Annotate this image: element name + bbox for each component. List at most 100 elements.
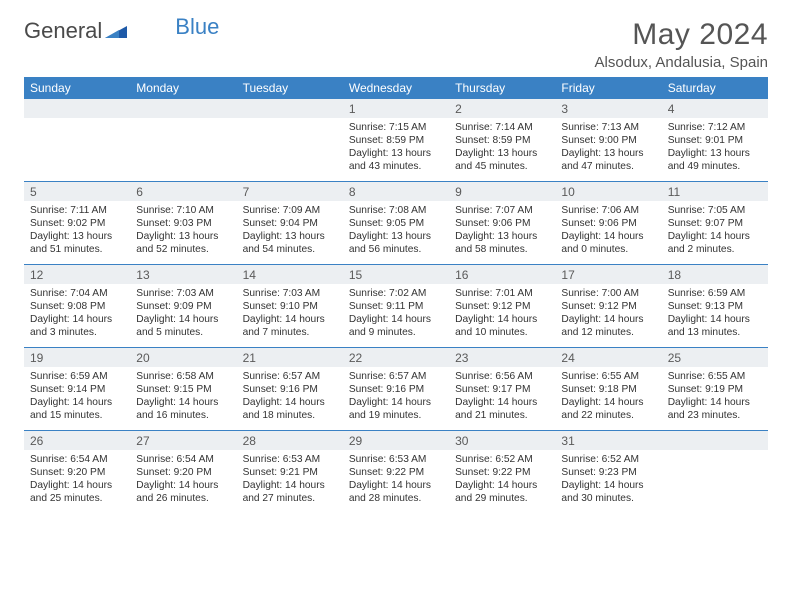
sunset-text: Sunset: 9:06 PM bbox=[561, 217, 655, 230]
day-number: 25 bbox=[668, 351, 762, 365]
day-cell: 27 Sunrise: 6:54 AMSunset: 9:20 PMDayligh… bbox=[130, 431, 236, 513]
day-info: Sunrise: 6:57 AMSunset: 9:16 PMDaylight:… bbox=[237, 370, 343, 422]
day-info: Sunrise: 7:01 AMSunset: 9:12 PMDaylight:… bbox=[449, 287, 555, 339]
week-row: 26Sunrise: 6:54 AMSunset: 9:20 PMDayligh… bbox=[24, 431, 768, 513]
daynum-wrap: 24 bbox=[555, 348, 661, 367]
logo-text-2: Blue bbox=[175, 14, 219, 40]
day-info: Sunrise: 7:11 AMSunset: 9:02 PMDaylight:… bbox=[24, 204, 130, 256]
day-info: Sunrise: 7:03 AMSunset: 9:10 PMDaylight:… bbox=[237, 287, 343, 339]
daynum-wrap: 6 bbox=[130, 182, 236, 201]
daynum-wrap: . bbox=[24, 99, 130, 118]
daynum-wrap: 9 bbox=[449, 182, 555, 201]
day-number: 24 bbox=[561, 351, 655, 365]
day-info: Sunrise: 6:54 AMSunset: 9:20 PMDaylight:… bbox=[24, 453, 130, 505]
sunset-text: Sunset: 9:07 PM bbox=[668, 217, 762, 230]
day-info: Sunrise: 7:12 AMSunset: 9:01 PMDaylight:… bbox=[662, 121, 768, 173]
daynum-wrap: 21 bbox=[237, 348, 343, 367]
sunset-text: Sunset: 9:06 PM bbox=[455, 217, 549, 230]
sunset-text: Sunset: 9:13 PM bbox=[668, 300, 762, 313]
sunrise-text: Sunrise: 7:00 AM bbox=[561, 287, 655, 300]
day-info: Sunrise: 6:55 AMSunset: 9:19 PMDaylight:… bbox=[662, 370, 768, 422]
day-cell: 18Sunrise: 6:59 AMSunset: 9:13 PMDayligh… bbox=[662, 265, 768, 347]
day-info: Sunrise: 6:52 AMSunset: 9:22 PMDaylight:… bbox=[449, 453, 555, 505]
daylight-text: Daylight: 13 hours and 52 minutes. bbox=[136, 230, 230, 256]
day-number: 11 bbox=[668, 185, 762, 199]
sunset-text: Sunset: 9:20 PM bbox=[30, 466, 124, 479]
day-header: Friday bbox=[555, 77, 661, 99]
daylight-text: Daylight: 14 hours and 5 minutes. bbox=[136, 313, 230, 339]
sunrise-text: Sunrise: 6:55 AM bbox=[668, 370, 762, 383]
sunset-text: Sunset: 8:59 PM bbox=[455, 134, 549, 147]
daylight-text: Daylight: 13 hours and 58 minutes. bbox=[455, 230, 549, 256]
sunrise-text: Sunrise: 7:02 AM bbox=[349, 287, 443, 300]
daylight-text: Daylight: 14 hours and 2 minutes. bbox=[668, 230, 762, 256]
day-info: Sunrise: 6:55 AMSunset: 9:18 PMDaylight:… bbox=[555, 370, 661, 422]
sunrise-text: Sunrise: 6:57 AM bbox=[349, 370, 443, 383]
day-header: Tuesday bbox=[237, 77, 343, 99]
daynum-wrap: 2 bbox=[449, 99, 555, 118]
daynum-wrap: 13 bbox=[130, 265, 236, 284]
logo-text-1: General bbox=[24, 18, 102, 44]
sunset-text: Sunset: 9:19 PM bbox=[668, 383, 762, 396]
sunrise-text: Sunrise: 7:05 AM bbox=[668, 204, 762, 217]
sunrise-text: Sunrise: 6:55 AM bbox=[561, 370, 655, 383]
sunset-text: Sunset: 9:08 PM bbox=[30, 300, 124, 313]
day-cell: 20Sunrise: 6:58 AMSunset: 9:15 PMDayligh… bbox=[130, 348, 236, 430]
daynum-wrap: 10 bbox=[555, 182, 661, 201]
logo-icon bbox=[105, 18, 127, 44]
daynum-wrap: 8 bbox=[343, 182, 449, 201]
sunrise-text: Sunrise: 6:54 AM bbox=[30, 453, 124, 466]
day-info: Sunrise: 7:03 AMSunset: 9:09 PMDaylight:… bbox=[130, 287, 236, 339]
sunrise-text: Sunrise: 7:04 AM bbox=[30, 287, 124, 300]
day-info: Sunrise: 6:58 AMSunset: 9:15 PMDaylight:… bbox=[130, 370, 236, 422]
sunrise-text: Sunrise: 6:59 AM bbox=[30, 370, 124, 383]
day-header: Saturday bbox=[662, 77, 768, 99]
day-number: 30 bbox=[455, 434, 549, 448]
day-info: Sunrise: 6:54 AMSunset: 9:20 PMDaylight:… bbox=[130, 453, 236, 505]
day-info: Sunrise: 7:06 AMSunset: 9:06 PMDaylight:… bbox=[555, 204, 661, 256]
sunrise-text: Sunrise: 6:56 AM bbox=[455, 370, 549, 383]
day-cell: 3Sunrise: 7:13 AMSunset: 9:00 PMDaylight… bbox=[555, 99, 661, 181]
daylight-text: Daylight: 14 hours and 3 minutes. bbox=[30, 313, 124, 339]
daylight-text: Daylight: 14 hours and 26 minutes. bbox=[136, 479, 230, 505]
sunrise-text: Sunrise: 7:11 AM bbox=[30, 204, 124, 217]
daynum-wrap: 4 bbox=[662, 99, 768, 118]
day-cell: 26Sunrise: 6:54 AMSunset: 9:20 PMDayligh… bbox=[24, 431, 130, 513]
day-number: 29 bbox=[349, 434, 443, 448]
sunset-text: Sunset: 8:59 PM bbox=[349, 134, 443, 147]
day-cell: 4 Sunrise: 7:12 AMSunset: 9:01 PMDaylight… bbox=[662, 99, 768, 181]
daylight-text: Daylight: 13 hours and 56 minutes. bbox=[349, 230, 443, 256]
sunset-text: Sunset: 9:10 PM bbox=[243, 300, 337, 313]
day-number: 17 bbox=[561, 268, 655, 282]
week-row: ...1Sunrise: 7:15 AMSunset: 8:59 PMDayli… bbox=[24, 99, 768, 182]
daylight-text: Daylight: 14 hours and 27 minutes. bbox=[243, 479, 337, 505]
day-number: 5 bbox=[30, 185, 124, 199]
day-cell: 19Sunrise: 6:59 AMSunset: 9:14 PMDayligh… bbox=[24, 348, 130, 430]
day-header: Monday bbox=[130, 77, 236, 99]
sunset-text: Sunset: 9:22 PM bbox=[349, 466, 443, 479]
daylight-text: Daylight: 14 hours and 10 minutes. bbox=[455, 313, 549, 339]
week-row: 12Sunrise: 7:04 AMSunset: 9:08 PMDayligh… bbox=[24, 265, 768, 348]
day-number: 21 bbox=[243, 351, 337, 365]
sunrise-text: Sunrise: 6:57 AM bbox=[243, 370, 337, 383]
day-header-row: Sunday Monday Tuesday Wednesday Thursday… bbox=[24, 77, 768, 99]
month-title: May 2024 bbox=[595, 18, 768, 52]
day-number: 27 bbox=[136, 434, 230, 448]
daylight-text: Daylight: 14 hours and 9 minutes. bbox=[349, 313, 443, 339]
sunset-text: Sunset: 9:21 PM bbox=[243, 466, 337, 479]
sunset-text: Sunset: 9:01 PM bbox=[668, 134, 762, 147]
daynum-wrap: 29 bbox=[343, 431, 449, 450]
day-number: 3 bbox=[561, 102, 655, 116]
sunrise-text: Sunrise: 7:03 AM bbox=[136, 287, 230, 300]
sunset-text: Sunset: 9:05 PM bbox=[349, 217, 443, 230]
day-cell: 24 Sunrise: 6:55 AMSunset: 9:18 PMDayligh… bbox=[555, 348, 661, 430]
daylight-text: Daylight: 14 hours and 13 minutes. bbox=[668, 313, 762, 339]
day-cell: . bbox=[662, 431, 768, 513]
day-info: Sunrise: 7:14 AMSunset: 8:59 PMDaylight:… bbox=[449, 121, 555, 173]
day-number: 7 bbox=[243, 185, 337, 199]
sunrise-text: Sunrise: 7:12 AM bbox=[668, 121, 762, 134]
day-number: 16 bbox=[455, 268, 549, 282]
day-number: 9 bbox=[455, 185, 549, 199]
day-cell: 13 Sunrise: 7:03 AMSunset: 9:09 PMDayligh… bbox=[130, 265, 236, 347]
day-cell: 5 Sunrise: 7:11 AMSunset: 9:02 PMDaylight… bbox=[24, 182, 130, 264]
